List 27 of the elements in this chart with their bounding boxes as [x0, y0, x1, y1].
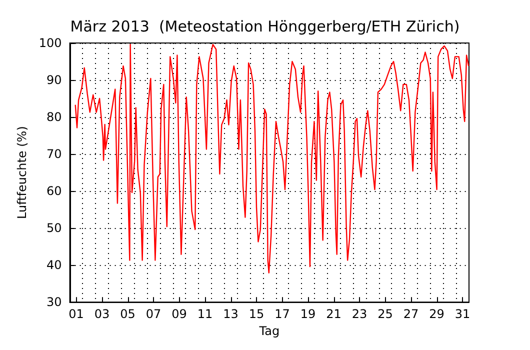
x-tick-label: 01: [68, 307, 84, 322]
y-tick-label: 40: [46, 258, 62, 272]
x-tick-label: 23: [352, 307, 368, 322]
y-tick-label: 50: [46, 221, 62, 236]
x-tick-label: 29: [429, 307, 444, 322]
x-tick-label: 21: [326, 307, 342, 322]
y-axis-title: Luftfeuchte (%): [15, 126, 29, 219]
y-tick-label: 70: [46, 147, 62, 162]
y-tick-label: 30: [46, 295, 62, 310]
x-axis-title: Tag: [258, 324, 280, 338]
x-tick-label: 07: [146, 307, 162, 322]
y-tick-label: 100: [38, 36, 62, 50]
x-tick-label: 09: [172, 307, 187, 322]
x-tick-label: 11: [197, 307, 213, 322]
y-tick-label: 90: [46, 73, 62, 88]
x-tick-label: 17: [274, 307, 290, 322]
x-tick-label: 27: [403, 307, 419, 322]
x-tick-label: 13: [223, 307, 238, 322]
chart-title: März 2013 (Meteostation Hönggerberg/ETH Zürich): [70, 18, 460, 36]
y-tick-label: 60: [46, 184, 62, 198]
x-tick-label: 25: [378, 307, 393, 322]
x-tick-label: 05: [120, 307, 136, 322]
y-tick-label: 80: [46, 110, 62, 124]
x-tick-label: 03: [94, 307, 110, 322]
x-tick-label: 31: [454, 307, 470, 322]
x-tick-label: 19: [300, 307, 316, 322]
x-tick-label: 15: [248, 307, 264, 322]
